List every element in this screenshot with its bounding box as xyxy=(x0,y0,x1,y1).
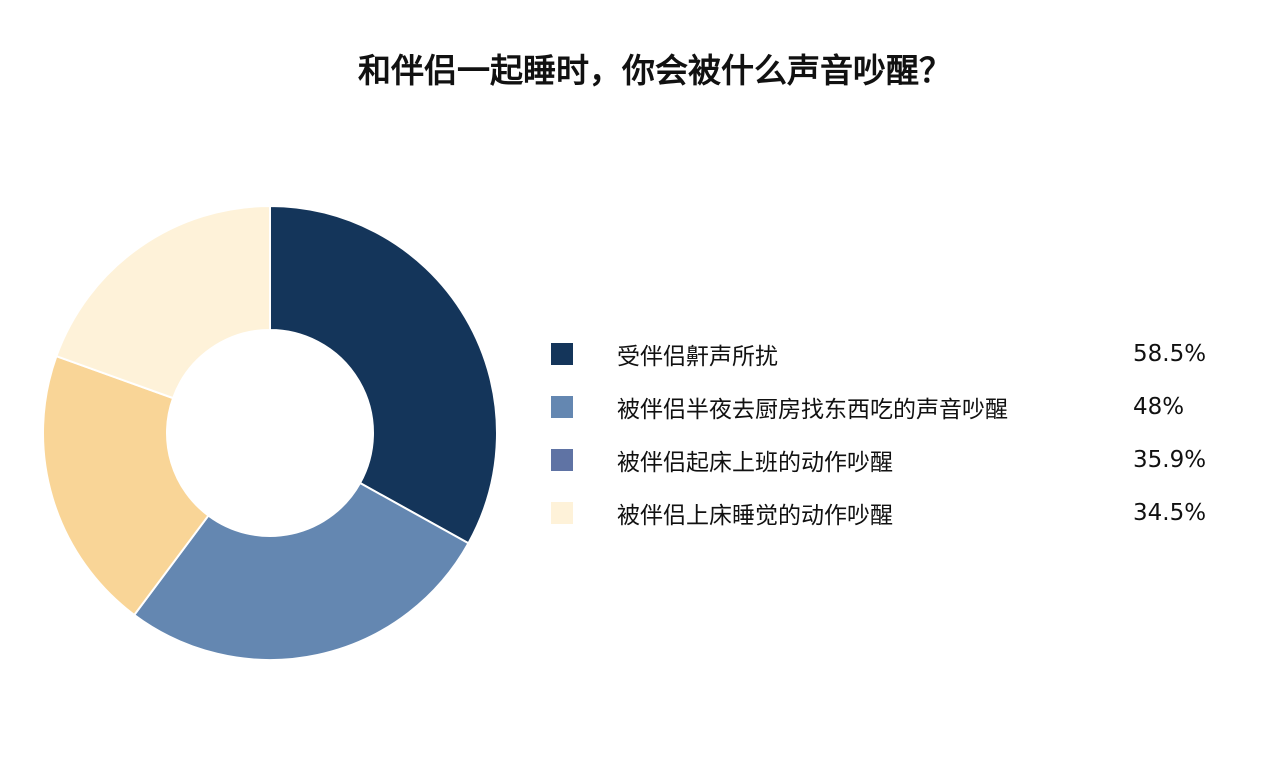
legend-label: 被伴侣半夜去厨房找东西吃的声音吵醒 xyxy=(617,397,1008,423)
donut-slice xyxy=(42,354,210,617)
legend-value: 48% xyxy=(1133,394,1185,420)
legend-item: 被伴侣半夜去厨房找东西吃的声音吵醒 48% xyxy=(551,392,1184,423)
donut-slice xyxy=(132,481,470,661)
legend-value: 58.5% xyxy=(1133,341,1207,367)
legend-swatch xyxy=(551,396,573,418)
legend-label: 被伴侣起床上班的动作吵醒 xyxy=(617,450,893,476)
legend-swatch xyxy=(551,449,573,471)
legend-swatch xyxy=(551,502,573,524)
legend-item: 被伴侣上床睡觉的动作吵醒 34.5% xyxy=(551,498,1206,529)
legend-value: 34.5% xyxy=(1133,500,1207,526)
donut-chart xyxy=(42,204,498,661)
legend-swatch xyxy=(551,343,573,365)
chart-title: 和伴侣一起睡时，你会被什么声音吵醒？ xyxy=(358,51,952,90)
legend-item: 被伴侣起床上班的动作吵醒 35.9% xyxy=(551,445,1206,476)
legend-value: 35.9% xyxy=(1133,447,1207,473)
legend-label: 受伴侣鼾声所扰 xyxy=(617,344,778,370)
legend-item: 受伴侣鼾声所扰 58.5% xyxy=(551,339,1206,370)
donut-slice xyxy=(55,204,271,400)
legend-label: 被伴侣上床睡觉的动作吵醒 xyxy=(617,503,893,529)
donut-slice xyxy=(269,204,498,545)
